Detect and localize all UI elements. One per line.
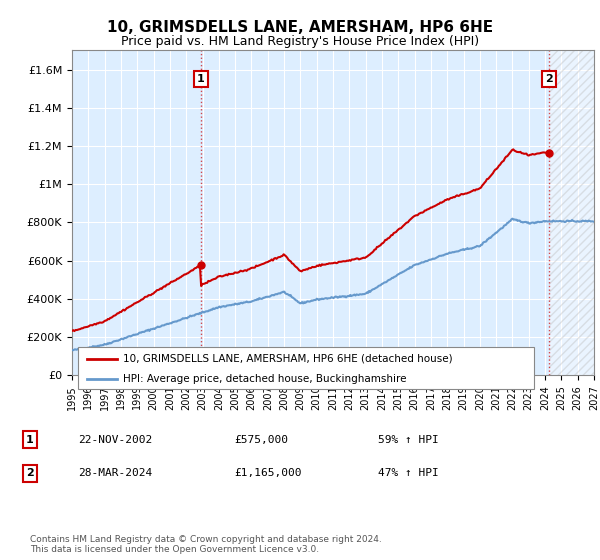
Text: 2: 2 <box>26 468 34 478</box>
Text: 28-MAR-2024: 28-MAR-2024 <box>78 468 152 478</box>
Text: 22-NOV-2002: 22-NOV-2002 <box>78 435 152 445</box>
Text: £575,000: £575,000 <box>234 435 288 445</box>
Text: 2: 2 <box>545 74 553 84</box>
Text: 1: 1 <box>26 435 34 445</box>
Text: Contains HM Land Registry data © Crown copyright and database right 2024.
This d: Contains HM Land Registry data © Crown c… <box>30 535 382 554</box>
Text: 10, GRIMSDELLS LANE, AMERSHAM, HP6 6HE: 10, GRIMSDELLS LANE, AMERSHAM, HP6 6HE <box>107 20 493 35</box>
Text: 1: 1 <box>197 74 205 84</box>
Text: HPI: Average price, detached house, Buckinghamshire: HPI: Average price, detached house, Buck… <box>123 374 407 384</box>
Text: 10, GRIMSDELLS LANE, AMERSHAM, HP6 6HE (detached house): 10, GRIMSDELLS LANE, AMERSHAM, HP6 6HE (… <box>123 354 452 364</box>
Text: Price paid vs. HM Land Registry's House Price Index (HPI): Price paid vs. HM Land Registry's House … <box>121 35 479 48</box>
Text: £1,165,000: £1,165,000 <box>234 468 302 478</box>
Text: 47% ↑ HPI: 47% ↑ HPI <box>378 468 439 478</box>
Bar <box>549 50 594 375</box>
Text: 59% ↑ HPI: 59% ↑ HPI <box>378 435 439 445</box>
